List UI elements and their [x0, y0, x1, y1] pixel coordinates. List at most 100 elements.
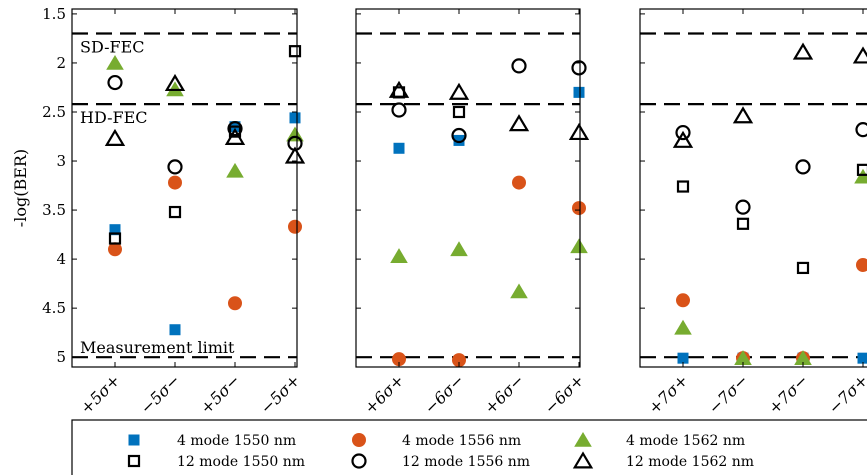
legend-item-12-mode-1562-nm: 12 mode 1562 nm: [572, 451, 754, 470]
legend-label: 12 mode 1550 nm: [177, 454, 305, 470]
y-axis-label: -log(BER): [11, 149, 30, 227]
legend-marker-circle: [351, 453, 367, 469]
panel-1: SD-FEC HD-FEC Measurement limit 1.5 2 2.5 3 3.5…: [42, 5, 306, 418]
data-point-4-mode-1556-nm: [856, 257, 867, 272]
data-point-12-mode-1562-nm: [508, 114, 530, 132]
data-point-12-mode-1550-nm: [856, 163, 867, 176]
data-point-12-mode-1556-nm: [107, 74, 123, 91]
y-tick-label: 4.5: [42, 299, 66, 317]
x-tick-label: +6σ−: [481, 370, 528, 417]
data-point-4-mode-1562-nm: [510, 283, 528, 299]
data-point-4-mode-1562-nm: [450, 241, 468, 257]
data-point-4-mode-1556-nm: [512, 175, 526, 190]
data-point-12-mode-1556-nm: [511, 58, 527, 74]
legend-label: 4 mode 1550 nm: [177, 433, 296, 449]
data-point-4-mode-1562-nm: [106, 54, 124, 70]
legend-item-4-mode-1562-nm: 4 mode 1562 nm: [574, 432, 745, 449]
y-tick-label: 3.5: [42, 201, 66, 219]
x-tick-label: +5σ−: [197, 370, 244, 417]
data-point-4-mode-1556-nm: [168, 175, 182, 190]
data-point-12-mode-1550-nm: [736, 217, 750, 230]
data-point-12-mode-1562-nm: [388, 80, 410, 98]
data-point-4-mode-1550-nm: [453, 134, 465, 146]
y-tick-label: 2: [56, 54, 66, 72]
data-point-12-mode-1562-nm: [792, 42, 814, 60]
data-point-4-mode-1562-nm: [226, 162, 244, 178]
data-point-12-mode-1562-nm: [852, 46, 867, 64]
panel-frame: [71, 8, 298, 368]
data-point-4-mode-1556-nm: [452, 353, 466, 368]
panel-frame: [355, 8, 581, 368]
data-point-4-mode-1562-nm: [570, 238, 588, 254]
legend-label: 4 mode 1562 nm: [626, 433, 745, 449]
data-point-12-mode-1556-nm: [167, 159, 183, 175]
data-point-12-mode-1556-nm: [855, 122, 867, 138]
y-tick-label: 4: [56, 250, 66, 268]
y-tick-label: 5: [56, 348, 66, 366]
y-tick-label: 2.5: [42, 103, 66, 121]
data-point-12-mode-1550-nm: [288, 45, 302, 58]
legend-box: [71, 419, 867, 475]
data-point-12-mode-1556-nm: [227, 121, 243, 137]
panel-3: +7σ+ −7σ− +7σ− −7σ+: [639, 8, 867, 418]
y-tick-label: 1.5: [42, 5, 66, 23]
data-point-12-mode-1556-nm: [735, 199, 751, 215]
x-tick-label: −5σ+: [257, 370, 304, 417]
data-point-4-mode-1556-nm: [572, 201, 586, 216]
x-tick-label: −7σ−: [705, 370, 752, 417]
data-point-12-mode-1562-nm: [448, 82, 470, 100]
data-point-12-mode-1562-nm: [224, 127, 246, 145]
legend: 4 mode 1550 nm 4 mode 1556 nm 4 mode 1562 …: [71, 419, 867, 475]
x-tick-label: +6σ+: [361, 370, 408, 417]
data-point-12-mode-1556-nm: [795, 159, 811, 175]
x-tick-label: −6σ−: [421, 370, 468, 417]
data-point-4-mode-1556-nm: [288, 219, 302, 234]
x-tick-label: −5σ−: [137, 370, 184, 417]
reference-label-hd-fec: HD-FEC: [80, 108, 148, 127]
data-point-4-mode-1550-nm: [169, 324, 181, 336]
data-point-12-mode-1562-nm: [104, 128, 126, 146]
data-point-12-mode-1562-nm: [732, 106, 754, 124]
reference-label-measurement-limit: Measurement limit: [80, 338, 235, 357]
data-point-12-mode-1562-nm: [568, 122, 590, 141]
legend-label: 12 mode 1556 nm: [402, 454, 530, 470]
data-point-4-mode-1556-nm: [392, 352, 406, 367]
x-tick-label: −7σ+: [825, 370, 867, 417]
data-point-12-mode-1550-nm: [108, 232, 122, 245]
data-point-4-mode-1550-nm: [109, 224, 121, 236]
legend-marker-triangle: [572, 451, 594, 469]
data-point-4-mode-1556-nm: [108, 242, 122, 257]
legend-marker-circle: [352, 433, 366, 447]
x-tick-label: +7σ+: [645, 370, 692, 417]
y-tick-label: 3: [56, 152, 66, 170]
data-point-4-mode-1562-nm: [734, 350, 752, 365]
data-point-12-mode-1556-nm: [391, 102, 407, 118]
data-point-4-mode-1562-nm: [674, 319, 692, 335]
data-point-4-mode-1550-nm: [677, 352, 689, 364]
legend-marker-square: [127, 454, 141, 468]
legend-label: 12 mode 1562 nm: [626, 454, 754, 470]
data-point-4-mode-1562-nm: [854, 168, 867, 184]
x-tick-label: +5σ+: [77, 370, 124, 417]
data-point-12-mode-1562-nm: [672, 130, 694, 148]
legend-item-12-mode-1550-nm: 12 mode 1550 nm: [127, 454, 305, 470]
data-point-4-mode-1562-nm: [794, 350, 812, 365]
data-point-12-mode-1550-nm: [168, 205, 182, 219]
data-point-12-mode-1562-nm: [284, 146, 306, 164]
data-point-12-mode-1556-nm: [451, 127, 467, 144]
data-point-4-mode-1550-nm: [289, 112, 301, 124]
data-point-12-mode-1562-nm: [164, 73, 186, 92]
legend-item-4-mode-1556-nm: 4 mode 1556 nm: [352, 433, 521, 449]
legend-item-4-mode-1550-nm: 4 mode 1550 nm: [128, 433, 296, 449]
legend-marker-triangle: [574, 432, 592, 447]
data-point-12-mode-1556-nm: [675, 124, 691, 141]
data-point-4-mode-1550-nm: [573, 86, 585, 98]
data-point-4-mode-1562-nm: [390, 248, 408, 263]
data-point-4-mode-1550-nm: [857, 352, 867, 364]
data-point-4-mode-1550-nm: [393, 142, 405, 154]
legend-marker-square: [128, 434, 140, 446]
panel-frame: [639, 8, 867, 368]
data-point-4-mode-1556-nm: [676, 293, 690, 308]
data-point-12-mode-1550-nm: [676, 180, 690, 193]
